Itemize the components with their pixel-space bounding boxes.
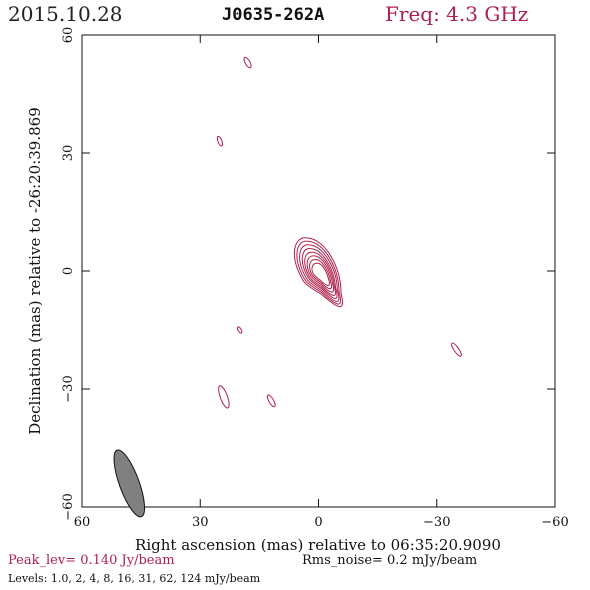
x-tick-label: 30 xyxy=(192,515,209,530)
x-tick-label: 0 xyxy=(314,515,322,530)
contour-component xyxy=(266,394,276,408)
source-name: J0635-262A xyxy=(222,5,325,25)
contour-level-5 xyxy=(304,251,336,296)
rms-noise: Rms_noise= 0.2 mJy/beam xyxy=(302,553,478,568)
contour-level-8 xyxy=(311,262,330,286)
contour-levels: Levels: 1.0, 2, 4, 8, 16, 31, 62, 124 mJ… xyxy=(8,572,261,585)
contour-component xyxy=(216,135,224,147)
frequency-label: Freq: 4.3 GHz xyxy=(385,2,529,26)
contour-level-4 xyxy=(301,248,338,299)
y-tick-label: 60 xyxy=(61,27,76,44)
y-tick-label: 30 xyxy=(61,145,76,162)
contour-component xyxy=(451,342,462,357)
contour-level-7 xyxy=(309,259,333,290)
peak-level: Peak_lev= 0.140 Jy/beam xyxy=(8,553,175,568)
y-axis-label: Declination (mas) relative to -26:20:39.… xyxy=(26,107,44,435)
beam-ellipse xyxy=(113,449,146,518)
contour-component xyxy=(218,385,230,409)
y-tick-label: −30 xyxy=(61,375,76,402)
plot-frame xyxy=(81,34,556,508)
y-tick-label: 0 xyxy=(61,267,76,275)
observation-date: 2015.10.28 xyxy=(8,2,123,26)
contour-component xyxy=(236,326,243,334)
contour-level-2 xyxy=(296,240,341,305)
x-tick-label: −30 xyxy=(423,515,450,530)
contour-level-1 xyxy=(293,237,343,308)
x-tick-label: 60 xyxy=(74,515,91,530)
contour-level-6 xyxy=(306,255,335,293)
contour-level-3 xyxy=(299,244,340,302)
x-axis-label: Right ascension (mas) relative to 06:35:… xyxy=(135,536,501,554)
contour-component xyxy=(243,56,252,69)
x-tick-label: −60 xyxy=(541,515,568,530)
y-tick-label: −60 xyxy=(61,493,76,520)
